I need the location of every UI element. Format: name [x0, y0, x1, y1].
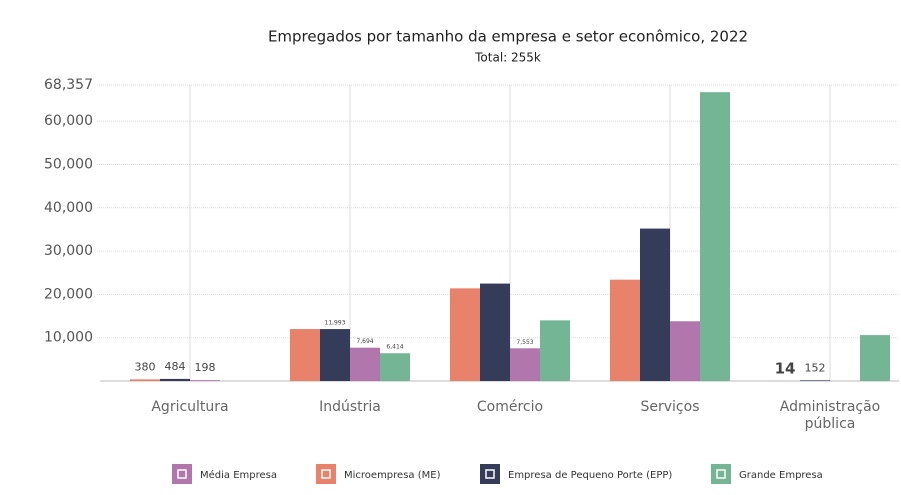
x-tick-label: Comércio — [477, 399, 543, 415]
chart-subtitle: Total: 255k — [474, 51, 541, 65]
y-tick-label: 40,000 — [44, 200, 93, 216]
x-tick-label: Serviços — [641, 399, 700, 415]
legend-swatch — [711, 464, 731, 484]
value-label: 380 — [135, 360, 156, 373]
legend-item: Grande Empresa — [711, 464, 823, 484]
y-tick-label: 30,000 — [44, 243, 93, 259]
value-label: 6,414 — [386, 344, 403, 351]
bar — [700, 92, 730, 381]
bar — [480, 283, 510, 381]
legend-swatch — [480, 464, 500, 484]
bar — [510, 348, 540, 381]
legend-item: Microempresa (ME) — [316, 464, 441, 484]
x-tick-label: Indústria — [319, 399, 381, 415]
value-label: 198 — [195, 361, 216, 374]
bar — [190, 380, 220, 381]
value-label: 7,553 — [516, 339, 533, 346]
value-label: 484 — [165, 360, 186, 373]
bar — [160, 378, 190, 381]
legend-label: Grande Empresa — [739, 470, 823, 481]
legend-icon — [485, 469, 495, 479]
value-label: 152 — [805, 361, 826, 374]
bar — [350, 347, 380, 381]
x-tick-label: Administração pública — [780, 399, 880, 432]
bar — [860, 335, 890, 381]
value-label: 7,694 — [356, 338, 373, 345]
bar — [290, 329, 320, 381]
legend-label: Microempresa (ME) — [344, 470, 441, 481]
legend-item: Média Empresa — [172, 464, 277, 484]
bar — [380, 353, 410, 381]
y-tick-label: 68,357 — [44, 77, 93, 93]
legend-icon — [716, 469, 726, 479]
bar — [800, 380, 830, 381]
chart-title: Empregados por tamanho da empresa e seto… — [268, 28, 748, 46]
value-label: 14 — [775, 359, 796, 377]
y-tick-label: 60,000 — [44, 113, 93, 129]
bar — [540, 320, 570, 381]
legend-item: Empresa de Pequeno Porte (EPP) — [480, 464, 672, 484]
bar — [320, 329, 350, 381]
y-tick-label: 20,000 — [44, 286, 93, 302]
legend-swatch — [316, 464, 336, 484]
y-tick-label: 10,000 — [44, 330, 93, 346]
bar — [130, 379, 160, 381]
legend-label: Empresa de Pequeno Porte (EPP) — [508, 470, 672, 481]
legend-icon — [321, 469, 331, 479]
bar — [640, 228, 670, 381]
legend-label: Média Empresa — [200, 469, 277, 481]
x-tick-label: Agricultura — [151, 399, 228, 415]
y-tick-label: 50,000 — [44, 156, 93, 172]
bar — [610, 279, 640, 381]
legend-icon — [177, 469, 187, 479]
value-label: 11,993 — [325, 320, 346, 327]
legend-swatch — [172, 464, 192, 484]
bar — [450, 288, 480, 381]
bar — [670, 321, 700, 381]
